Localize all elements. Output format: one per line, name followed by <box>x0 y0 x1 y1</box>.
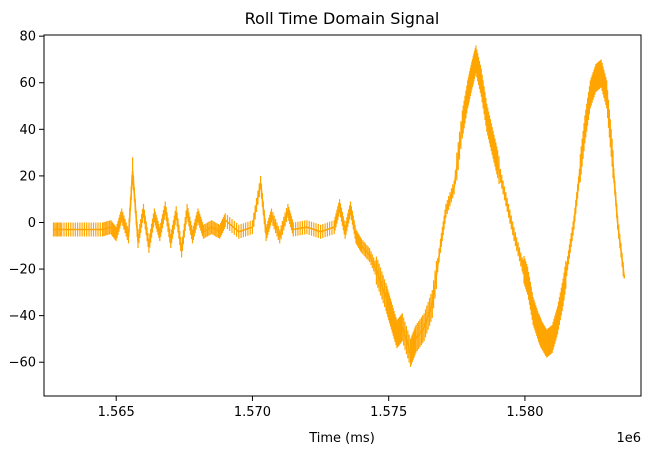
x-tick-label: 1.580 <box>506 405 543 420</box>
y-tick-label: 20 <box>19 169 36 184</box>
x-axis: 1.565 1.570 1.575 1.580 <box>98 396 544 420</box>
x-tick-label: 1.570 <box>234 405 271 420</box>
y-tick-label: −60 <box>9 356 36 371</box>
y-axis: −60 −40 −20 0 20 40 60 80 <box>9 30 44 371</box>
y-tick-label: 0 <box>28 216 36 231</box>
x-axis-label: Time (ms) <box>308 431 375 446</box>
y-tick-label: 80 <box>19 30 36 45</box>
x-tick-label: 1.575 <box>370 405 407 420</box>
y-tick-label: 60 <box>19 76 36 91</box>
x-offset-label: 1e6 <box>616 431 641 446</box>
y-tick-label: −40 <box>9 309 36 324</box>
signal-noise <box>52 45 624 367</box>
x-tick-label: 1.565 <box>98 405 135 420</box>
plot-area <box>43 34 642 397</box>
chart-title: Roll Time Domain Signal <box>245 9 440 28</box>
y-tick-label: −20 <box>9 263 36 278</box>
y-tick-label: 40 <box>19 123 36 138</box>
